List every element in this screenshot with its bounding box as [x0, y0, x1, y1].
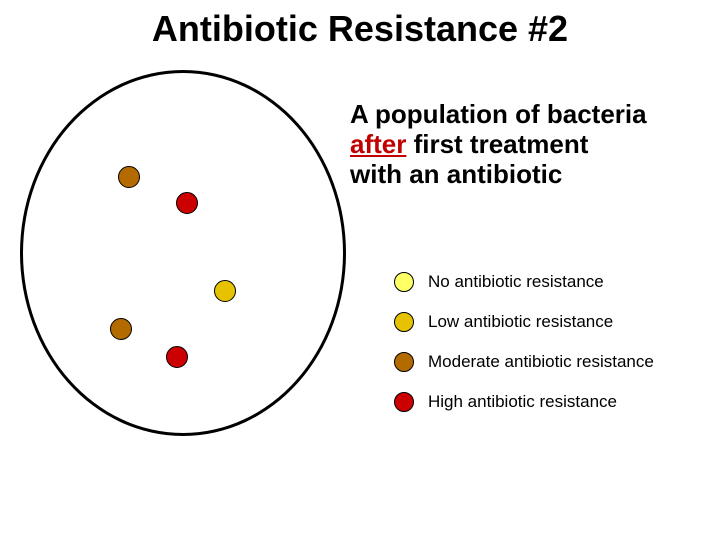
legend-row: Moderate antibiotic resistance	[394, 352, 654, 372]
page-title: Antibiotic Resistance #2	[0, 8, 720, 50]
caption-line3: with an antibiotic	[350, 159, 562, 189]
bacterium-dot	[110, 318, 132, 340]
legend-dot-icon	[394, 392, 414, 412]
legend-dot-icon	[394, 312, 414, 332]
legend-dot-icon	[394, 272, 414, 292]
caption-line1: A population of bacteria	[350, 99, 647, 129]
legend-label: High antibiotic resistance	[428, 392, 617, 412]
legend-label: No antibiotic resistance	[428, 272, 604, 292]
bacterium-dot	[176, 192, 198, 214]
bacterium-dot	[214, 280, 236, 302]
legend-dot-icon	[394, 352, 414, 372]
caption-line2-rest: first treatment	[406, 129, 588, 159]
caption-after-word: after	[350, 129, 406, 159]
bacterium-dot	[166, 346, 188, 368]
petri-dish	[20, 70, 346, 436]
legend-label: Low antibiotic resistance	[428, 312, 613, 332]
legend-row: No antibiotic resistance	[394, 272, 604, 292]
bacterium-dot	[118, 166, 140, 188]
legend-label: Moderate antibiotic resistance	[428, 352, 654, 372]
legend-row: High antibiotic resistance	[394, 392, 617, 412]
caption: A population of bacteria after first tre…	[350, 100, 710, 190]
legend-row: Low antibiotic resistance	[394, 312, 613, 332]
